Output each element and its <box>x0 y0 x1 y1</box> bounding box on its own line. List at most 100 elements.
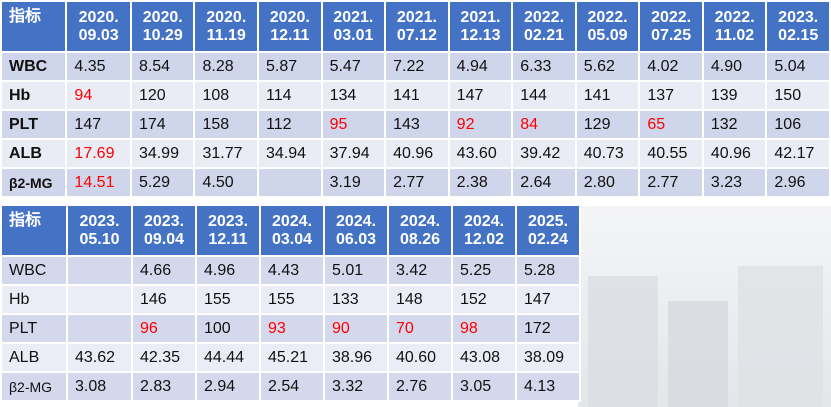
lab-table-1: 指标 2020. 09.03 2020. 10.29 2020. 11.19 2020. 12… <box>0 0 831 198</box>
table-cell: 2.80 <box>576 168 640 197</box>
table-row: Hb 94 120 108 114 134 141 147 144 141 137 139 150 <box>1 81 830 110</box>
table-cell: 106 <box>766 110 830 139</box>
table-cell: 3.19 <box>322 168 386 197</box>
row-label: PLT <box>1 314 67 343</box>
table-cell: 8.28 <box>194 52 258 81</box>
indicator-header: 指标 <box>1 205 67 256</box>
table-row: β2-MG 3.08 2.83 2.94 2.54 3.32 2.76 3.05 4.13 <box>1 372 580 401</box>
table-cell: 8.54 <box>131 52 195 81</box>
date-day: 06.03 <box>325 231 387 249</box>
table-cell: 2.64 <box>512 168 576 197</box>
date-header: 2024. 06.03 <box>324 205 388 256</box>
table-cell: 90 <box>324 314 388 343</box>
table-cell: 45.21 <box>260 343 324 372</box>
table-cell: 93 <box>260 314 324 343</box>
table-cell: 92 <box>449 110 513 139</box>
table-cell: 3.23 <box>703 168 767 197</box>
date-day: 09.04 <box>133 231 195 249</box>
date-year: 2022. <box>577 9 639 27</box>
table-cell: 155 <box>260 285 324 314</box>
row-label: Hb <box>1 285 67 314</box>
date-header: 2022. 05.09 <box>576 1 640 52</box>
table-cell <box>67 285 132 314</box>
date-header: 2022. 02.21 <box>512 1 576 52</box>
date-year: 2022. <box>704 9 766 27</box>
date-year: 2020. <box>67 9 130 27</box>
table-cell: 147 <box>516 285 580 314</box>
table-cell: 94 <box>66 81 131 110</box>
table-cell: 2.77 <box>385 168 449 197</box>
row-label: ALB <box>1 139 66 168</box>
table-cell: 148 <box>388 285 452 314</box>
table-cell: 95 <box>322 110 386 139</box>
table-cell: 96 <box>132 314 196 343</box>
table-cell: 100 <box>196 314 260 343</box>
table-cell: 43.62 <box>67 343 132 372</box>
table-header-row: 指标 2020. 09.03 2020. 10.29 2020. 11.19 2020. 12… <box>1 1 830 52</box>
table-cell: 129 <box>576 110 640 139</box>
date-year: 2022. <box>640 9 702 27</box>
row-label: PLT <box>1 110 66 139</box>
date-year: 2021. <box>450 9 512 27</box>
table-cell: 2.76 <box>388 372 452 401</box>
date-day: 02.15 <box>767 27 829 45</box>
table-cell: 4.13 <box>516 372 580 401</box>
table-cell: 5.25 <box>452 256 516 285</box>
table-row: ALB 43.62 42.35 44.44 45.21 38.96 40.60 43.08 38… <box>1 343 580 372</box>
row-label: β2-MG <box>1 372 67 401</box>
table-cell: 34.99 <box>131 139 195 168</box>
table-cell: 174 <box>131 110 195 139</box>
date-year: 2024. <box>453 213 515 231</box>
date-header: 2020. 11.19 <box>194 1 258 52</box>
table-cell: 38.96 <box>324 343 388 372</box>
date-day: 10.29 <box>132 27 194 45</box>
table-row: PLT 147 174 158 112 95 143 92 84 129 65 132 106 <box>1 110 830 139</box>
row-label: ALB <box>1 343 67 372</box>
table-cell: 147 <box>66 110 131 139</box>
table-row: β2-MG 14.51 5.29 4.50 3.19 2.77 2.38 2.64 2.80 2.… <box>1 168 830 197</box>
date-day: 11.19 <box>195 27 257 45</box>
table-cell: 39.42 <box>512 139 576 168</box>
table-cell: 155 <box>196 285 260 314</box>
date-day: 02.21 <box>513 27 575 45</box>
table-cell: 42.35 <box>132 343 196 372</box>
background-photo <box>578 206 831 407</box>
table-row: Hb 146 155 155 133 148 152 147 <box>1 285 580 314</box>
date-day: 11.02 <box>704 27 766 45</box>
date-year: 2024. <box>325 213 387 231</box>
date-header: 2021. 07.12 <box>385 1 449 52</box>
row-label: WBC <box>1 52 66 81</box>
table-cell: 150 <box>766 81 830 110</box>
date-header: 2021. 12.13 <box>449 1 513 52</box>
date-year: 2021. <box>386 9 448 27</box>
table-cell <box>258 168 322 197</box>
table-cell: 37.94 <box>322 139 386 168</box>
table-cell: 3.32 <box>324 372 388 401</box>
table-cell: 17.69 <box>66 139 131 168</box>
row-label: β2-MG <box>1 168 66 197</box>
date-year: 2023. <box>197 213 259 231</box>
table-cell: 3.05 <box>452 372 516 401</box>
table-cell <box>67 314 132 343</box>
table-cell: 134 <box>322 81 386 110</box>
date-day: 05.09 <box>577 27 639 45</box>
table-cell: 144 <box>512 81 576 110</box>
table-cell: 34.94 <box>258 139 322 168</box>
table-cell: 137 <box>639 81 703 110</box>
table-cell: 4.94 <box>449 52 513 81</box>
table-cell: 139 <box>703 81 767 110</box>
table-cell: 112 <box>258 110 322 139</box>
date-year: 2025. <box>517 213 579 231</box>
table-cell: 40.60 <box>388 343 452 372</box>
table-row: PLT 96 100 93 90 70 98 172 <box>1 314 580 343</box>
table-cell: 5.47 <box>322 52 386 81</box>
row-label: Hb <box>1 81 66 110</box>
table-cell: 4.96 <box>196 256 260 285</box>
date-header: 2020. 09.03 <box>66 1 131 52</box>
date-day: 07.12 <box>386 27 448 45</box>
table-cell: 70 <box>388 314 452 343</box>
table-cell: 43.08 <box>452 343 516 372</box>
table-cell: 172 <box>516 314 580 343</box>
table-cell: 133 <box>324 285 388 314</box>
table-cell: 141 <box>576 81 640 110</box>
